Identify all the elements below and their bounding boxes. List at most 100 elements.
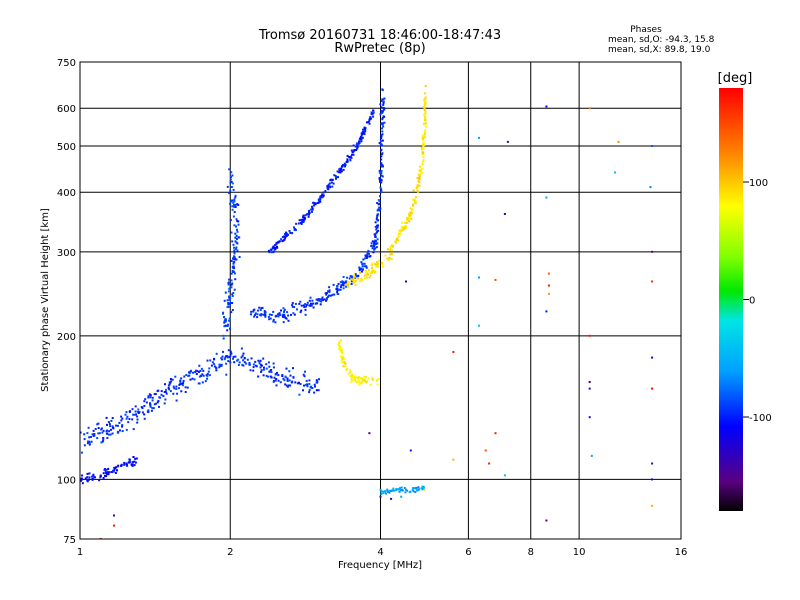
echo-point: [389, 253, 392, 256]
echo-point: [418, 488, 420, 491]
echo-point: [299, 300, 302, 303]
y-axis-label: Stationary phase Virtual Height [km]: [40, 208, 51, 392]
echo-point: [380, 106, 383, 109]
echo-point: [272, 245, 275, 248]
echo-point: [424, 85, 427, 87]
echo-point: [169, 381, 172, 384]
echo-point: [364, 380, 367, 383]
echo-point: [242, 364, 245, 367]
echo-point: [273, 246, 276, 249]
echo-point: [254, 364, 257, 367]
echo-point: [421, 487, 424, 490]
echo-point: [376, 230, 379, 233]
echo-point: [233, 224, 236, 227]
echo-point: [83, 438, 86, 441]
echo-point: [268, 370, 271, 373]
echo-point: [372, 269, 375, 272]
echo-point: [422, 151, 425, 154]
echo-point: [277, 313, 280, 316]
echo-point: [339, 347, 342, 350]
echo-point: [366, 121, 368, 124]
echo-point: [305, 305, 307, 308]
echo-point: [234, 204, 237, 207]
echo-point: [412, 490, 415, 493]
echo-point: [184, 386, 187, 389]
echo-point: [394, 239, 397, 242]
echo-point: [352, 150, 355, 153]
echo-point: [274, 373, 277, 376]
echo-point: [346, 158, 349, 161]
echo-point: [412, 198, 415, 201]
echo-point: [131, 418, 134, 421]
echo-point: [88, 436, 91, 439]
echo-point: [317, 299, 319, 302]
echo-point: [374, 225, 377, 228]
echo-point: [93, 434, 96, 437]
echo-point: [164, 398, 167, 401]
echo-point: [405, 280, 407, 283]
echo-point: [340, 286, 342, 289]
echo-point: [242, 359, 245, 362]
echo-point: [328, 182, 331, 185]
echo-point: [350, 378, 353, 381]
echo-point: [319, 200, 322, 203]
echo-point: [355, 279, 358, 282]
echo-point: [286, 380, 289, 382]
echo-point: [292, 367, 294, 370]
echo-point: [167, 387, 170, 389]
echo-point: [231, 295, 234, 297]
echo-point: [136, 415, 139, 418]
echo-point: [231, 205, 234, 208]
echo-point: [382, 125, 385, 128]
echo-point: [317, 199, 320, 202]
echo-point: [506, 140, 509, 143]
echo-point: [309, 304, 312, 307]
echo-point: [84, 477, 87, 480]
echo-point: [224, 324, 227, 327]
echo-point: [313, 202, 316, 205]
echo-point: [337, 283, 340, 285]
echo-point: [327, 290, 330, 293]
echo-point: [180, 377, 183, 380]
echo-point: [268, 251, 271, 254]
echo-point: [275, 243, 278, 246]
echo-point: [335, 176, 338, 178]
echo-point: [365, 265, 368, 268]
echo-point: [376, 226, 379, 229]
echo-point: [363, 379, 366, 382]
echo-point: [352, 277, 355, 280]
echo-point: [378, 142, 381, 144]
echo-point: [264, 315, 267, 318]
echo-point: [252, 309, 255, 311]
echo-point: [81, 482, 84, 485]
echo-point: [373, 247, 376, 250]
echo-point: [152, 407, 155, 410]
echo-point: [140, 406, 143, 409]
echo-point: [379, 195, 381, 198]
echo-point: [371, 269, 374, 272]
echo-point: [102, 477, 105, 479]
echo-point: [404, 226, 406, 228]
echo-point: [424, 125, 427, 128]
echo-point: [362, 268, 364, 271]
echo-point: [360, 138, 363, 141]
echo-point: [231, 174, 234, 177]
echo-point: [370, 271, 373, 274]
echo-point: [362, 128, 364, 131]
echo-point: [133, 464, 136, 467]
echo-point: [313, 391, 316, 394]
echo-point: [151, 396, 154, 399]
echo-point: [365, 272, 367, 274]
echo-point: [370, 113, 373, 116]
echo-point: [368, 252, 370, 255]
echo-point: [97, 427, 100, 429]
echo-point: [381, 110, 384, 113]
echo-point: [298, 393, 301, 396]
echo-point: [289, 384, 292, 387]
echo-point: [114, 467, 117, 470]
echo-point: [222, 312, 224, 315]
echo-point: [111, 471, 113, 473]
echo-point: [231, 199, 234, 202]
echo-point: [398, 231, 401, 234]
echo-point: [255, 365, 258, 368]
